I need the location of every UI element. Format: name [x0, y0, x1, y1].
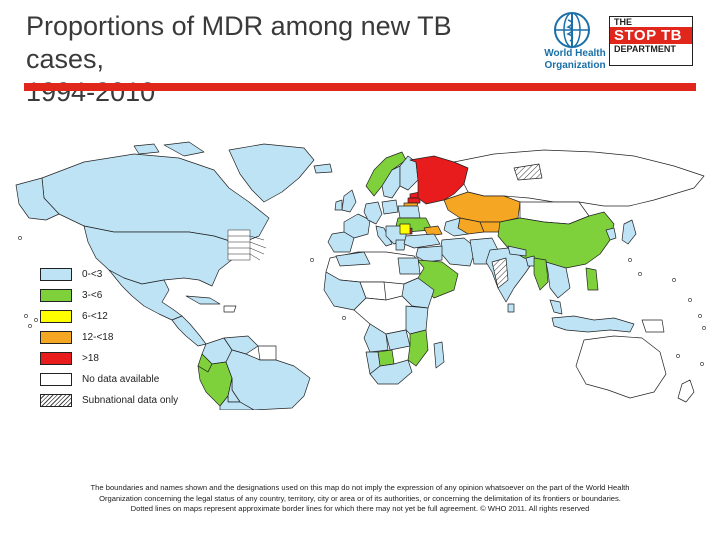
map-myanmar	[533, 257, 549, 291]
legend-label: 6-<12	[82, 311, 108, 322]
map-usa	[83, 225, 240, 287]
map-egypt	[397, 257, 421, 275]
map-madagascar	[433, 341, 445, 369]
legend-label: 0-<3	[82, 269, 103, 280]
map-iberia	[327, 231, 355, 253]
legend-swatch	[40, 289, 72, 302]
stoptb-line-3: DEPARTMENT	[614, 44, 676, 54]
legend-swatch	[40, 268, 72, 281]
map-iraq-syria	[415, 245, 443, 263]
stoptb-line-2: STOP TB	[610, 27, 692, 44]
map-korea	[605, 227, 617, 241]
legend-item: 12-<18	[40, 327, 178, 348]
map-alaska	[15, 177, 60, 221]
legend-item: No data available	[40, 369, 178, 390]
legend-label: Subnational data only	[82, 395, 179, 406]
map-italy	[375, 225, 393, 247]
title-line-2: 1994-2010	[26, 77, 156, 107]
map-latvia	[407, 197, 421, 204]
map-thailand-indochina	[545, 261, 571, 299]
map-india-subnational	[491, 257, 509, 289]
map-russia-west	[409, 155, 469, 205]
map-disclaimer: The boundaries and names shown and the d…	[60, 483, 660, 515]
map-sri-lanka	[507, 303, 515, 313]
disclaimer-line-1: The boundaries and names shown and the d…	[90, 483, 630, 492]
map-caucasus	[423, 225, 443, 237]
legend-swatch	[40, 394, 72, 407]
legend-swatch	[40, 310, 72, 323]
map-australia	[575, 335, 667, 399]
disclaimer-line-3: Dotted lines on maps represent approxima…	[130, 504, 590, 513]
map-belarus	[397, 205, 421, 219]
legend-item: >18	[40, 348, 178, 369]
who-emblem-icon	[554, 12, 590, 48]
accent-bar	[24, 83, 696, 91]
map-nepal-bhutan	[507, 245, 527, 257]
legend-label: No data available	[82, 374, 160, 385]
page-title: Proportions of MDR among new TB cases, 1…	[26, 10, 536, 109]
map-turkmenistan	[443, 217, 469, 237]
map-mexico	[108, 269, 183, 321]
map-romania	[399, 223, 411, 235]
map-russia-subnational	[513, 163, 543, 181]
map-maghreb	[335, 251, 371, 267]
map-philippines	[585, 267, 599, 291]
map-central-africa	[353, 295, 413, 335]
map-angola	[363, 323, 389, 353]
title-line-1: Proportions of MDR among new TB cases,	[26, 11, 452, 74]
map-greenland	[228, 143, 315, 203]
map-venezuela	[223, 335, 259, 355]
world-map	[15, 141, 706, 410]
stoptb-line-1: THE	[614, 17, 632, 27]
map-botswana	[377, 349, 395, 367]
legend-swatch	[40, 331, 72, 344]
who-wordmark: World Health Organization	[540, 48, 610, 72]
stop-tb-logo: THE STOP TB DEPARTMENT	[609, 16, 693, 66]
map-malaysia	[549, 299, 563, 315]
who-line-2: Organization	[544, 60, 606, 71]
map-kazakhstan	[443, 191, 521, 223]
legend-label: 3-<6	[82, 290, 103, 301]
map-poland	[381, 199, 399, 215]
map-new-zealand	[677, 379, 695, 403]
map-indonesia	[551, 315, 635, 333]
map-legend: 0-<3 3-<6 6-<12 12-<18 >18 No data avail…	[40, 264, 178, 411]
map-south-africa	[369, 359, 413, 385]
legend-label: >18	[82, 353, 99, 364]
legend-item: 3-<6	[40, 285, 178, 306]
map-png	[641, 319, 665, 333]
map-greece	[395, 239, 407, 251]
map-zambia	[385, 329, 411, 351]
legend-swatch	[40, 373, 72, 386]
map-germany	[363, 201, 383, 225]
map-guianas	[257, 345, 277, 361]
who-line-1: World Health	[544, 48, 606, 59]
legend-label: 12-<18	[82, 332, 114, 343]
legend-item: Subnational data only	[40, 390, 178, 411]
map-japan	[621, 219, 637, 245]
disclaimer-line-2: Organization concerning the legal status…	[99, 493, 621, 503]
legend-swatch	[40, 352, 72, 365]
map-east-africa	[405, 305, 429, 335]
map-turkey	[403, 233, 441, 249]
map-southern-cone	[219, 395, 255, 410]
map-mozambique	[407, 329, 429, 367]
legend-item: 0-<3	[40, 264, 178, 285]
legend-item: 6-<12	[40, 306, 178, 327]
